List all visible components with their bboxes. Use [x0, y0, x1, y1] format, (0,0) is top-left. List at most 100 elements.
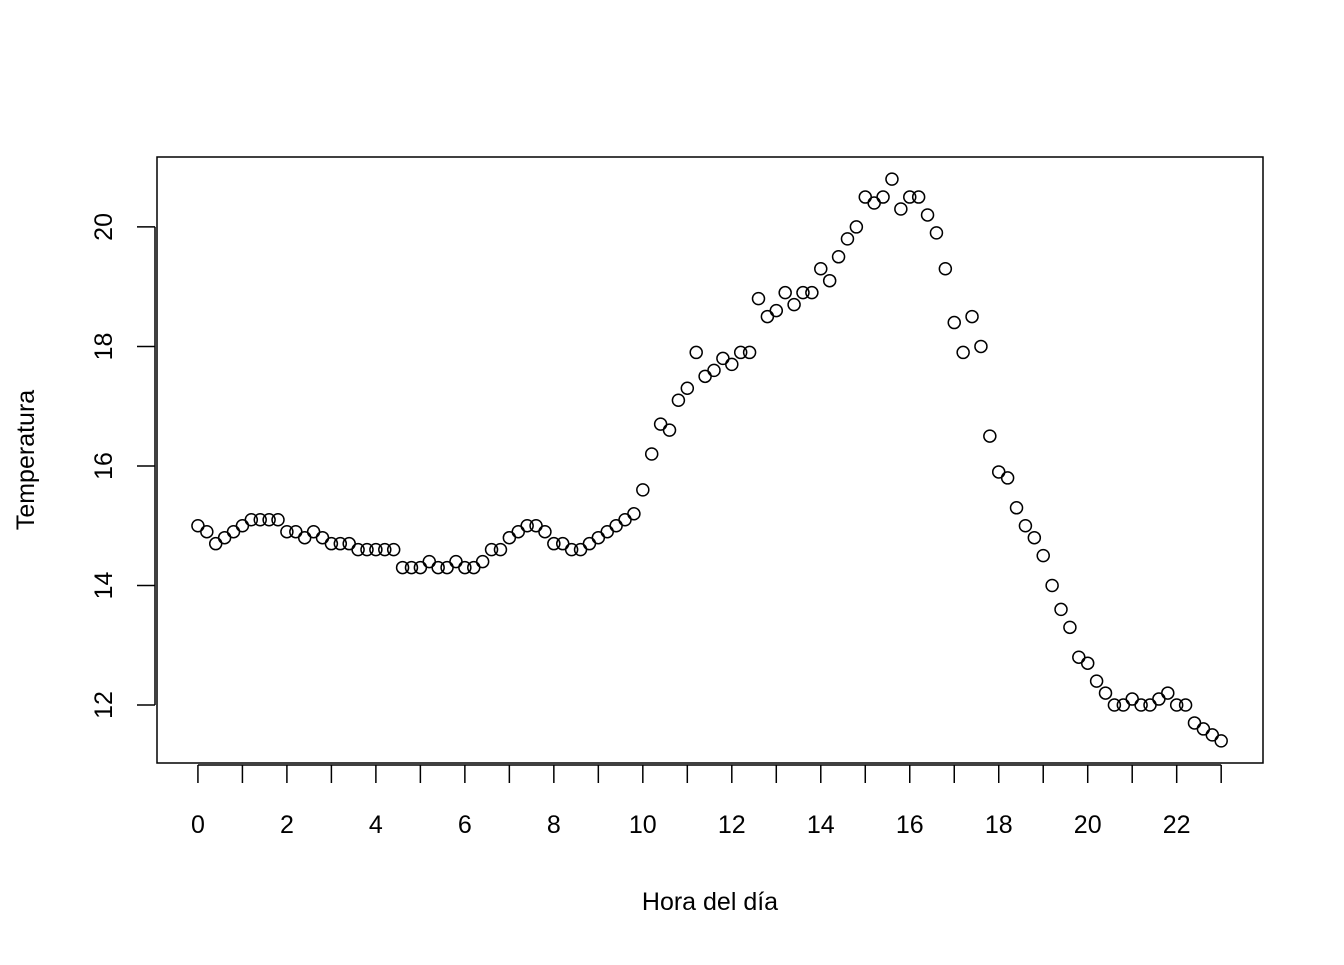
- point: [1072, 650, 1086, 664]
- point: [805, 285, 819, 300]
- y-tick-label: 20: [90, 213, 118, 241]
- y-tick-label: 16: [90, 452, 118, 480]
- point: [200, 524, 214, 539]
- point: [778, 285, 792, 300]
- point: [582, 536, 597, 551]
- point: [395, 560, 410, 575]
- point: [1000, 471, 1015, 485]
- point: [493, 542, 508, 557]
- point: [404, 560, 419, 575]
- point: [369, 542, 383, 557]
- x-tick-label: 16: [896, 811, 924, 839]
- x-tick-label: 8: [547, 811, 561, 839]
- point: [689, 345, 703, 360]
- x-tick-label: 20: [1074, 811, 1102, 839]
- point: [636, 483, 650, 497]
- point: [475, 554, 490, 569]
- point: [351, 542, 365, 557]
- point: [1098, 686, 1113, 700]
- x-tick-label: 10: [629, 811, 657, 839]
- point: [1018, 518, 1033, 533]
- point: [386, 542, 401, 557]
- point: [333, 536, 348, 551]
- point: [555, 536, 570, 551]
- point: [680, 381, 695, 396]
- point: [867, 196, 881, 210]
- point: [947, 315, 961, 330]
- point: [796, 285, 810, 300]
- point: [956, 345, 970, 360]
- x-tick-label: 4: [369, 811, 383, 839]
- plot-frame: [156, 156, 1264, 764]
- point: [849, 220, 864, 234]
- point: [538, 524, 552, 539]
- point: [253, 513, 267, 527]
- x-tick-label: 12: [718, 811, 746, 839]
- point: [324, 536, 339, 551]
- point: [1178, 698, 1193, 712]
- point: [769, 303, 784, 318]
- point: [378, 542, 392, 557]
- point: [991, 465, 1006, 479]
- y-tick-label: 12: [90, 691, 118, 719]
- point: [1116, 698, 1131, 712]
- point: [467, 560, 481, 575]
- point: [1161, 686, 1175, 700]
- point: [627, 507, 641, 521]
- point: [440, 560, 454, 575]
- point: [894, 202, 908, 216]
- point: [289, 524, 303, 539]
- point: [529, 518, 543, 533]
- point: [1054, 602, 1068, 617]
- point: [903, 190, 917, 204]
- point: [297, 530, 312, 545]
- point: [1009, 501, 1024, 515]
- point: [306, 524, 321, 539]
- point: [787, 297, 801, 312]
- point: [217, 530, 232, 545]
- x-tick-label: 6: [458, 811, 472, 839]
- point: [484, 542, 499, 557]
- point: [591, 530, 606, 545]
- point: [938, 262, 953, 276]
- point: [360, 542, 374, 557]
- point: [929, 226, 944, 240]
- point: [262, 513, 276, 527]
- point: [1036, 548, 1050, 563]
- point: [1187, 716, 1202, 730]
- point: [520, 518, 534, 533]
- point: [653, 417, 668, 431]
- point: [965, 309, 979, 324]
- point: [733, 345, 748, 360]
- point: [822, 273, 837, 288]
- point: [1107, 698, 1122, 712]
- y-axis-label: Temperatura: [12, 390, 40, 530]
- point: [974, 339, 988, 354]
- point: [920, 208, 935, 222]
- x-tick-label: 18: [985, 811, 1013, 839]
- point: [226, 524, 241, 539]
- point: [644, 447, 659, 461]
- point: [208, 536, 223, 551]
- point: [1125, 692, 1139, 706]
- point: [1089, 674, 1104, 688]
- point: [983, 429, 997, 443]
- point: [885, 172, 899, 186]
- point: [342, 536, 356, 551]
- point: [1152, 692, 1166, 706]
- point: [618, 513, 632, 527]
- point: [422, 554, 437, 569]
- x-tick-label: 0: [191, 811, 205, 839]
- point: [280, 524, 294, 539]
- point: [911, 190, 926, 204]
- point: [1205, 728, 1220, 742]
- point: [831, 250, 846, 264]
- x-tick-label: 2: [280, 811, 294, 839]
- point: [1134, 698, 1148, 712]
- point: [458, 560, 472, 575]
- point: [1169, 698, 1184, 712]
- x-tick-label: 14: [807, 811, 835, 839]
- point: [707, 363, 721, 378]
- point: [1045, 578, 1059, 593]
